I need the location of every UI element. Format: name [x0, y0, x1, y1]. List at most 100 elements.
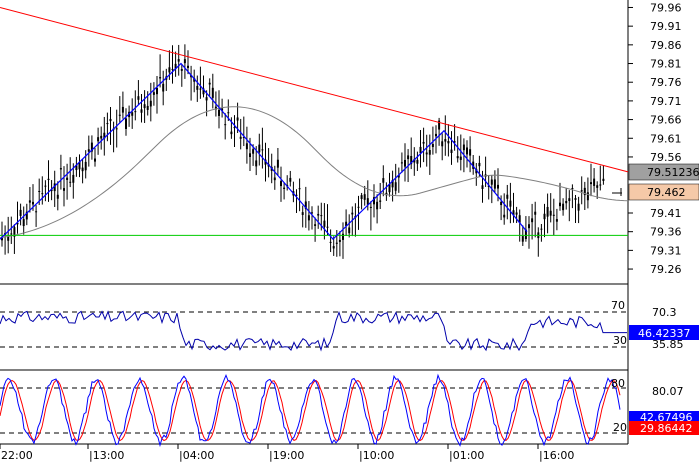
candle-body — [413, 159, 416, 163]
price-tick-label: 79.41 — [650, 207, 682, 220]
candle-body — [171, 68, 174, 70]
candle-body — [273, 177, 276, 181]
candle-body — [397, 175, 400, 178]
candle-body — [183, 59, 186, 64]
candle-body — [441, 141, 444, 147]
candle-body — [444, 139, 447, 142]
ma-value-text: 79.512365 — [647, 166, 699, 179]
candle-body — [205, 97, 208, 101]
time-tick-label: |01:00 — [449, 449, 484, 462]
candle-body — [41, 193, 44, 195]
trend-line[interactable] — [0, 6, 629, 173]
candle-body — [559, 202, 561, 207]
candle-body — [518, 215, 521, 223]
candle-body — [106, 123, 109, 125]
candle-body — [1, 238, 3, 241]
candle-body — [295, 194, 298, 196]
candle-body — [400, 162, 403, 164]
candle-body — [490, 179, 493, 185]
candle-body — [149, 100, 152, 107]
candle-body — [255, 160, 258, 167]
rsi-line — [0, 310, 627, 352]
candle-body — [90, 142, 93, 152]
candle-body — [276, 159, 279, 168]
candle-body — [602, 178, 605, 181]
candle-body — [81, 167, 84, 172]
price-tick-label: 79.66 — [650, 114, 682, 127]
candle-body — [174, 63, 177, 69]
candle-body — [475, 168, 478, 174]
candle-body — [289, 177, 292, 182]
candle-body — [373, 197, 375, 205]
candle-body — [280, 181, 282, 187]
candle-body — [283, 187, 286, 189]
candle-body — [218, 109, 220, 116]
candle-body — [180, 68, 183, 71]
candle-body — [453, 141, 456, 143]
stochastic-k-line — [0, 373, 621, 448]
candle-body — [94, 158, 96, 162]
candle-body — [509, 200, 512, 207]
candle-body — [22, 219, 25, 227]
candle-body — [258, 144, 261, 153]
time-tick-label: |10:00 — [359, 449, 394, 462]
rsi-scale-bottom: 35.85 — [652, 338, 684, 351]
candle-body — [261, 149, 264, 151]
candle-body — [230, 131, 233, 135]
candle-body — [512, 210, 515, 216]
candle-body — [28, 200, 31, 203]
candle-body — [47, 178, 50, 181]
candle-body — [187, 65, 189, 68]
price-tick-label: 79.86 — [650, 39, 682, 52]
candle-body — [59, 168, 62, 170]
candle-body — [314, 224, 317, 226]
candle-body — [199, 88, 202, 90]
candle-body — [472, 161, 475, 169]
candle-body — [351, 212, 354, 215]
candle-body — [478, 162, 481, 167]
candle-body — [13, 227, 16, 237]
candle-body — [422, 141, 425, 144]
candle-body — [515, 212, 518, 215]
candle-body — [599, 184, 602, 186]
candle-body — [159, 77, 162, 79]
candle-body — [481, 185, 484, 189]
rsi-panel[interactable]: 70 30 70.3 35.85 46.42337 — [0, 299, 699, 352]
candle-body — [19, 209, 22, 216]
candle-body — [125, 118, 127, 129]
candle-body — [16, 222, 19, 225]
candle-body — [431, 143, 434, 148]
candle-body — [100, 135, 103, 139]
candle-body — [38, 190, 41, 192]
candle-body — [252, 149, 255, 154]
candle-body — [208, 82, 211, 85]
candle-body — [363, 194, 366, 200]
candle-body — [348, 227, 351, 234]
zigzag-line[interactable] — [0, 62, 528, 241]
candle-body — [438, 120, 441, 130]
candle-body — [140, 109, 143, 113]
price-panel[interactable] — [0, 6, 629, 259]
candle-body — [571, 188, 574, 190]
price-tick-label: 79.76 — [650, 76, 682, 89]
candle-body — [69, 181, 72, 183]
candlesticks — [1, 44, 605, 259]
price-tick-label: 79.36 — [650, 226, 682, 239]
candle-body — [388, 184, 391, 193]
price-tick-label: 79.81 — [650, 58, 682, 71]
candle-body — [360, 195, 363, 199]
candle-body — [568, 198, 571, 201]
candle-body — [143, 104, 146, 109]
candle-body — [84, 161, 87, 171]
candle-body — [301, 212, 304, 215]
stoch-k-value-text: 42.67496 — [640, 411, 693, 424]
stochastic-d-line — [0, 379, 621, 442]
stochastic-panel[interactable]: 80 20 80.07 42.67496 29.86442 — [0, 373, 699, 448]
candle-body — [311, 212, 313, 214]
candle-body — [25, 211, 28, 220]
price-tick-label: 79.91 — [650, 20, 682, 33]
candle-body — [549, 210, 552, 216]
candle-body — [385, 192, 388, 196]
candle-body — [459, 156, 462, 160]
